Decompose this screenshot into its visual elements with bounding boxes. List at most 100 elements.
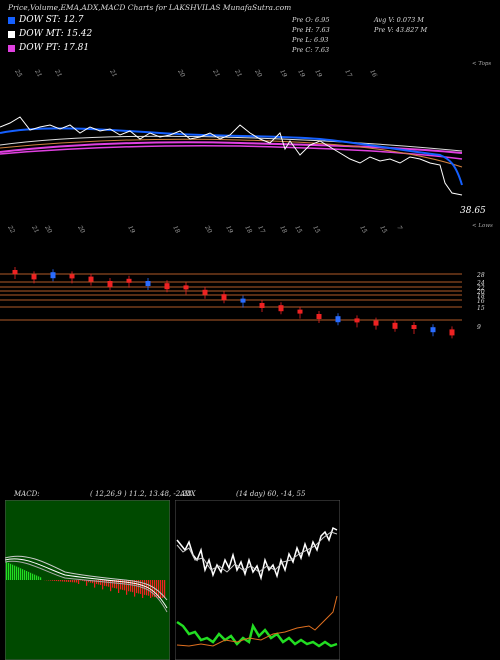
macd-bar [68, 580, 70, 582]
stat-close: Pre C: 7.63 [292, 46, 330, 54]
level-label: 18 [477, 293, 485, 300]
adx-label: ADX [180, 490, 196, 498]
macd-bar [146, 580, 148, 596]
macd-bar [26, 571, 28, 580]
macd-chart [5, 500, 170, 660]
macd-bar [8, 562, 10, 580]
macd-bar [20, 568, 22, 580]
macd-bar [90, 580, 92, 583]
adx-background [175, 500, 340, 660]
macd-bar [86, 580, 88, 586]
top-date-labels: 25 21 21 21 20 21 21 20 19 19 19 17 16 [13, 68, 378, 79]
macd-bar [136, 580, 138, 594]
ema-magenta-line-2 [0, 145, 463, 160]
top-date-label: 21 [108, 68, 118, 79]
macd-bar [60, 580, 62, 582]
legend-label: DOW PT: 17.81 [19, 43, 90, 53]
macd-line [5, 558, 168, 609]
macd-signal-line [5, 555, 168, 601]
bottom-date-labels: 22 21 20 20 19 18 20 19 18 17 18 15 15 15 15 7 [6, 224, 404, 235]
level-label: 28 [476, 272, 485, 279]
top-date-label: 21 [33, 68, 43, 79]
chart-title: Price,Volume,EMA,ADX,MACD Charts for LAK… [8, 3, 292, 12]
macd-bar [40, 577, 42, 580]
legend-label: DOW MT: 15.42 [19, 29, 93, 39]
legend-item-dow-pt: DOW PT: 17.81 [8, 43, 92, 53]
macd-bar [56, 580, 58, 582]
candles [12, 267, 455, 339]
top-date-label: 19 [313, 69, 323, 79]
macd-bar [50, 580, 52, 581]
top-date-label: 21 [53, 68, 63, 79]
level-label: 15 [477, 305, 485, 312]
macd-bar [106, 580, 108, 587]
macd-bar [78, 580, 80, 584]
macd-bar [96, 580, 98, 585]
macd-bar [134, 580, 136, 597]
top-date-label: 19 [278, 69, 288, 79]
level-label: 16 [477, 298, 485, 305]
macd-bar [82, 580, 84, 581]
macd-bar [14, 565, 16, 580]
stat-open: Pre O: 6.95 [292, 16, 330, 24]
macd-bar [6, 562, 8, 580]
macd-bar [110, 580, 112, 592]
macd-bar [66, 580, 68, 582]
bottom-date-label: 17 [256, 225, 266, 235]
bottom-date-label: 15 [311, 225, 321, 235]
macd-bar [16, 566, 18, 580]
macd-bar [28, 571, 30, 580]
macd-bar [92, 580, 94, 584]
adx-values: (14 day) 60, -14, 55 [236, 490, 306, 498]
level-label: 20 [476, 289, 485, 296]
ema-orange-line [0, 138, 463, 168]
bottom-date-label: 20 [43, 224, 53, 235]
macd-bar [126, 580, 128, 595]
adx-white-line [176, 526, 338, 581]
macd-bar [38, 576, 40, 580]
macd-bar [54, 580, 56, 581]
bottom-date-label: 7 [395, 225, 403, 232]
macd-line-2 [5, 560, 168, 613]
price-chart: < Tops 25 21 21 21 20 21 21 20 19 19 19 17 16 22 21 20… [0, 61, 493, 339]
bottom-date-label: 18 [171, 225, 181, 235]
macd-bar [84, 580, 86, 582]
macd-bar [18, 567, 20, 580]
bottom-date-label: 18 [243, 225, 253, 235]
legend-item-dow-st: DOW ST: 12.7 [8, 15, 92, 25]
bottom-date-label: 19 [224, 225, 234, 235]
macd-bar [12, 564, 14, 580]
macd-bar [114, 580, 116, 589]
bottom-date-label: 18 [278, 225, 288, 235]
tops-label: < Tops [472, 61, 491, 67]
macd-bar [64, 580, 66, 582]
macd-bar [122, 580, 124, 590]
macd-bar [120, 580, 122, 590]
macd-bar [144, 580, 146, 595]
legend-label: DOW ST: 12.7 [19, 15, 84, 25]
macd-bar [118, 580, 120, 593]
top-date-label: 20 [176, 68, 186, 79]
level-label: 24 [476, 280, 485, 287]
ema-white-line [0, 135, 463, 152]
legend: DOW ST: 12.7 DOW MT: 15.42 DOW PT: 17.81 [8, 15, 92, 53]
macd-bar [94, 580, 96, 588]
level-label: 9 [477, 324, 481, 331]
macd-bar [128, 580, 130, 592]
stats-col-1: Pre O: 6.95 Pre H: 7.63 Pre L: 6.93 Pre … [292, 15, 330, 55]
macd-bar [162, 580, 164, 598]
legend-swatch-magenta [8, 44, 15, 52]
macd-bar [160, 580, 162, 598]
macd-bar [22, 569, 24, 580]
bottom-date-label: 19 [126, 225, 136, 235]
stat-high: Pre H: 7.63 [292, 26, 330, 34]
macd-bar [108, 580, 110, 587]
bottom-date-label: 15 [378, 225, 388, 235]
macd-bar [152, 580, 154, 597]
macd-bar [36, 575, 38, 580]
macd-bar [98, 580, 100, 585]
bottom-date-label: 21 [30, 224, 40, 235]
top-date-label: 19 [296, 69, 306, 79]
top-date-label: 25 [13, 68, 23, 79]
